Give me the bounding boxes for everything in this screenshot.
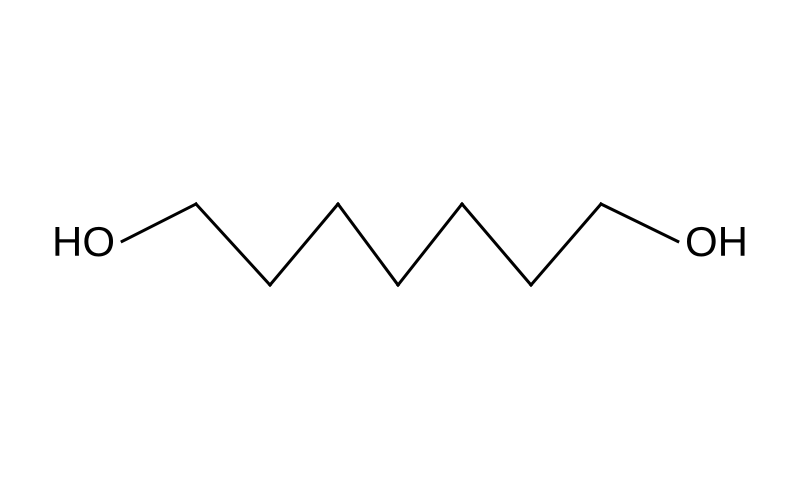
bond [531, 204, 601, 285]
bonds-layer [122, 204, 678, 285]
bond [338, 204, 398, 285]
atom-label: OH [685, 218, 748, 265]
bond [270, 204, 338, 285]
bond [601, 204, 678, 241]
bond [398, 204, 462, 285]
bond [122, 204, 196, 241]
atom-label: HO [52, 218, 115, 265]
bond [196, 204, 270, 285]
molecule-diagram: HO OH [0, 0, 800, 500]
bond [462, 204, 531, 285]
